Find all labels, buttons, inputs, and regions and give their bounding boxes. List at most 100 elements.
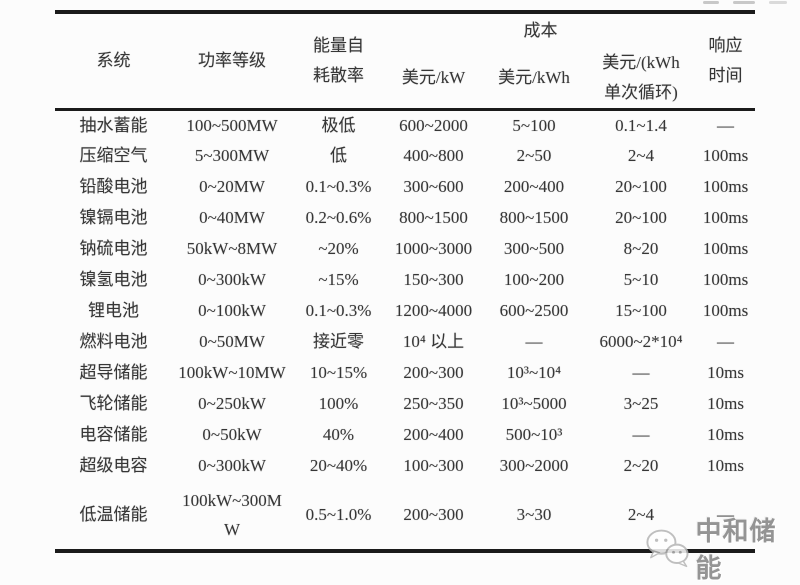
- table-cell: 250~350: [403, 393, 464, 413]
- table-cell: 150~300: [403, 269, 464, 289]
- table-cell: 电容储能: [79, 424, 148, 444]
- table-cell: 极低: [321, 115, 356, 135]
- table-cell: 10³~5000: [501, 393, 567, 413]
- header-system: 系统: [96, 50, 131, 70]
- table-row: 燃料电池 0~50MW 接近零 10⁴ 以上 — 6000~2*10⁴ —: [55, 326, 755, 357]
- table-cell: 300~500: [503, 238, 565, 258]
- table-cell: 0.2~0.6%: [305, 207, 372, 227]
- table-cell: 接近零: [313, 331, 364, 351]
- table-cell: 100~200: [503, 269, 565, 289]
- table-cell: 5~100: [512, 115, 556, 135]
- table-cell: 400~800: [403, 145, 464, 165]
- cropped-text-artifact: [703, 0, 798, 5]
- table-body: 抽水蓄能 100~500MW 极低 600~2000 5~100 0.1~1.4 — 压缩空气…: [55, 109, 755, 551]
- table-cell: 10ms: [707, 362, 744, 382]
- header-usd-per-kwh-cycle: 美元/(kWh 单次循环): [602, 53, 680, 102]
- table-cell: 800~1500: [499, 207, 569, 227]
- table-cell: 抽水蓄能: [79, 115, 148, 135]
- table-cell: 200~400: [403, 424, 464, 444]
- table-cell: 500~10³: [505, 424, 563, 444]
- article-page: 系统 功率等级 能量自 耗散率 成本 响应 时间 美元/kW 美元/kWh 美元…: [55, 0, 798, 583]
- table-row: 飞轮储能 0~250kW 100% 250~350 10³~5000 3~25 10ms: [55, 388, 755, 419]
- table-cell: 10³~10⁴: [506, 362, 562, 382]
- header-usd-per-kw: 美元/kW: [401, 67, 466, 87]
- table-cell: 2~4: [627, 145, 655, 165]
- table-cell: 300~600: [403, 176, 464, 196]
- table-cell: 100kW~10MW: [178, 362, 286, 382]
- header-self-dissipation: 能量自 耗散率: [313, 36, 364, 85]
- table-cell: 100~300: [403, 455, 464, 475]
- table-cell: 压缩空气: [79, 145, 148, 165]
- watermark: 中和储能: [644, 511, 800, 585]
- table-cell: 超级电容: [79, 455, 148, 475]
- table-cell: ~20%: [318, 238, 359, 258]
- table-cell: 0.5~1.0%: [305, 505, 372, 525]
- table-cell: 200~300: [403, 362, 464, 382]
- table-cell: —: [717, 331, 735, 351]
- table-cell: 0~20MW: [199, 176, 265, 196]
- table-cell: 20~40%: [309, 455, 368, 475]
- table-row: 钠硫电池 50kW~8MW ~20% 1000~3000 300~500 8~20 100m…: [55, 233, 755, 264]
- table-cell: 600~2500: [499, 300, 569, 320]
- table-cell: 100ms: [702, 238, 749, 258]
- table-cell: 100~500MW: [186, 115, 278, 135]
- table-cell: 2~50: [516, 145, 552, 165]
- table-row: 压缩空气 5~300MW 低 400~800 2~50 2~4 100ms: [55, 140, 755, 171]
- table-cell: 0~250kW: [198, 393, 266, 413]
- header-response-time: 响应 时间: [708, 36, 743, 85]
- table-cell: 0~50MW: [199, 331, 265, 351]
- table-cell: 3~25: [623, 393, 659, 413]
- table-cell: 300~2000: [499, 455, 569, 475]
- table-cell: 2~4: [627, 505, 655, 525]
- table-cell: 15~100: [615, 300, 667, 320]
- table-cell: 0.1~0.3%: [305, 176, 372, 196]
- table-cell: 飞轮储能: [79, 393, 148, 413]
- table-cell: 0~100kW: [198, 300, 266, 320]
- table-cell: 20~100: [615, 207, 667, 227]
- table-cell: 0~40MW: [199, 207, 265, 227]
- table-cell: 3~30: [516, 505, 552, 525]
- header-power-rating: 功率等级: [198, 50, 266, 70]
- table-cell: —: [632, 424, 650, 444]
- watermark-label: 中和储能: [695, 516, 777, 583]
- table-cell: 低: [330, 145, 347, 165]
- table-cell: —: [525, 331, 543, 351]
- table-row: 电容储能 0~50kW 40% 200~400 500~10³ — 10ms: [55, 419, 755, 450]
- table-row: 锂电池 0~100kW 0.1~0.3% 1200~4000 600~2500 15~10…: [55, 295, 755, 326]
- table-cell: 燃料电池: [79, 331, 148, 351]
- table-cell: —: [717, 115, 735, 135]
- table-row: 抽水蓄能 100~500MW 极低 600~2000 5~100 0.1~1.4 —: [55, 109, 755, 140]
- table-cell: —: [717, 505, 735, 525]
- table-cell: 锂电池: [88, 300, 139, 320]
- table-cell: 800~1500: [399, 207, 468, 227]
- table-cell: 0~300kW: [198, 269, 266, 289]
- table-cell: 100ms: [702, 176, 749, 196]
- table-cell: 低温储能: [79, 505, 148, 525]
- table-cell: 10⁴ 以上: [402, 331, 465, 351]
- table-row: 低温储能 100kW~300M W 0.5~1.0% 200~300 3~30 2~4 —: [55, 481, 755, 551]
- table-row: 镍氢电池 0~300kW ~15% 150~300 100~200 5~10 100ms: [55, 264, 755, 295]
- table-cell: 0~300kW: [198, 455, 266, 475]
- table-cell: 100ms: [702, 207, 749, 227]
- table-cell: 100%: [318, 393, 359, 413]
- table-cell: 100ms: [702, 300, 749, 320]
- table-header: 系统 功率等级 能量自 耗散率 成本 响应 时间 美元/kW 美元/kWh 美元…: [55, 12, 756, 109]
- table-cell: 8~20: [623, 238, 659, 258]
- table-cell: 50kW~8MW: [186, 238, 278, 258]
- table-cell: 10ms: [707, 455, 744, 475]
- table-cell: 超导储能: [79, 362, 148, 382]
- table-cell: 镍氢电池: [79, 269, 148, 289]
- table-cell: 0.1~0.3%: [305, 300, 372, 320]
- table-cell: 6000~2*10⁴: [599, 331, 683, 351]
- table-cell: 40%: [322, 424, 355, 444]
- table-cell: 10ms: [707, 424, 744, 444]
- table-cell: 铅酸电池: [79, 176, 148, 196]
- table-row: 镍镉电池 0~40MW 0.2~0.6% 800~1500 800~1500 20~100…: [55, 202, 755, 233]
- table-cell: 600~2000: [399, 115, 468, 135]
- table-cell: 10ms: [707, 393, 744, 413]
- header-usd-per-kwh: 美元/kWh: [498, 67, 570, 87]
- table-cell: 1200~4000: [394, 300, 473, 320]
- table-cell: 100kW~300M W: [182, 490, 282, 540]
- table-cell: 1000~3000: [394, 238, 473, 258]
- table-cell: 0.1~1.4: [615, 115, 667, 135]
